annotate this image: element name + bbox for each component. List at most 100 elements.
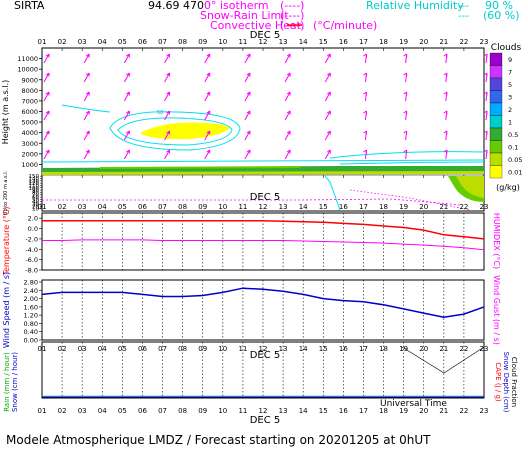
hour-label-09: 09	[198, 38, 207, 46]
wind-arrow-shaft	[83, 149, 90, 160]
wind-arrow-shaft	[83, 72, 90, 83]
hour-label-12: 12	[259, 38, 268, 46]
hour-label-19: 19	[399, 407, 408, 415]
clouds-y-ticks: 1000 2000 3000 4000 5000 6000 7000 8000 9000 1000…	[17, 55, 42, 169]
low-cloud-band	[42, 166, 484, 175]
wind-arrow-shaft	[43, 149, 50, 160]
hour-label-06: 06	[138, 407, 147, 415]
clouds-x-ticks	[41, 48, 485, 178]
hour-label-13: 13	[279, 407, 288, 415]
wind-arrow-head	[286, 149, 291, 154]
wind-arrow-shaft	[204, 130, 211, 141]
rh-contour-low3	[339, 161, 485, 165]
wind-arrow	[83, 91, 90, 102]
isotherm-legend-mark: (----)	[280, 0, 304, 12]
snow-rain-line	[349, 189, 471, 211]
hour-label-03: 03	[78, 407, 87, 415]
wind-arrow-head	[483, 110, 488, 115]
wind-arrow-shaft	[284, 110, 291, 121]
wind-arrow-shaft	[204, 72, 211, 83]
hour-label-01: 01	[38, 38, 47, 46]
wind-arrow-head	[286, 72, 291, 77]
isotherm-label: 0° isotherm	[204, 0, 269, 12]
wind-arrow-shaft	[244, 110, 251, 121]
rh-contour-low1	[41, 159, 485, 163]
hour-label-04: 04	[98, 38, 107, 46]
colorbar-tick-9: 0.01	[508, 169, 522, 177]
low-tick-label-100: 100	[29, 186, 40, 192]
low-tick-label-20: 20	[32, 204, 39, 210]
wind-arrow	[244, 53, 251, 64]
wind-arrow-head	[403, 91, 408, 96]
wind-arrow-head	[206, 53, 211, 58]
wind-arrow-shaft	[123, 53, 130, 64]
wind-arrow	[483, 72, 488, 83]
wind-arrow-head	[166, 110, 171, 115]
wind-arrow-shaft	[244, 72, 251, 83]
hour-label-08: 08	[178, 407, 187, 415]
wind-arrow	[244, 110, 251, 121]
wind-arrow-shaft	[83, 91, 90, 102]
height-tick-label-3000: 3000	[21, 140, 38, 148]
temp-y-label: Temperature (°C)	[2, 206, 11, 276]
hour-label-20: 20	[419, 407, 428, 415]
wind-arrow-shaft	[123, 72, 130, 83]
colorbar-tick-3: 3	[508, 94, 512, 102]
wind-arrow-head	[126, 130, 130, 135]
colorbar-swatch-6	[489, 127, 503, 141]
wind-arrow-shaft	[123, 149, 130, 160]
height-tick-label-6000: 6000	[21, 108, 38, 116]
rh-60-marks: ---	[458, 11, 469, 22]
station-name: SIRTA	[14, 0, 45, 12]
hour-label-22: 22	[459, 203, 468, 211]
wind-arrow-head	[363, 130, 367, 135]
wind-arrow-head	[45, 53, 50, 58]
wind-arrow-head	[166, 130, 171, 135]
wind-arrow-head	[403, 130, 408, 135]
wind-arrow	[403, 110, 408, 121]
wind-arrow-shaft	[164, 149, 170, 160]
hour-label-04: 04	[98, 407, 107, 415]
wind-arrow-head	[443, 149, 448, 154]
rh-contour-lowdrop	[324, 175, 341, 211]
wind-arrow-head	[443, 91, 448, 96]
wind-arrow-head	[206, 110, 211, 115]
wind-tick-label-0.40: 0.40	[24, 328, 38, 336]
wind-arrow	[363, 72, 367, 83]
wind-arrow	[43, 91, 50, 102]
colorbar-tick-2: 5	[508, 81, 512, 89]
wind-y-ticks: 2.802.402.001.601.200.800.400.00	[24, 279, 42, 345]
temp-tick-label-0.0: 0.0	[28, 225, 38, 233]
hour-label-11: 11	[238, 38, 247, 46]
low-tick-label-30: 30	[32, 202, 39, 208]
wind-arrow-shaft	[83, 130, 90, 141]
hour-label-11: 11	[238, 203, 247, 211]
hour-label-05: 05	[118, 203, 127, 211]
snow-y-label: Snow (cm / hour)	[11, 352, 19, 412]
hour-label-05: 05	[118, 407, 127, 415]
wind-arrow-head	[206, 130, 211, 135]
wind-arrow-shaft	[164, 72, 170, 83]
wind-arrow-head	[126, 149, 130, 154]
wind-arrow-head	[166, 53, 171, 58]
colorbar-tick-4: 2	[508, 106, 512, 114]
wind-arrow-head	[443, 53, 448, 58]
wind-arrow-head	[286, 130, 291, 135]
wind-arrow-head	[85, 53, 90, 58]
wind-arrow-head	[326, 149, 331, 154]
wind-arrow-head	[483, 91, 488, 96]
hour-label-16: 16	[339, 203, 348, 211]
hour-label-10: 10	[218, 203, 227, 211]
wind-arrow-head	[403, 53, 408, 58]
wind-arrow-shaft	[83, 53, 90, 64]
wind-arrow-shaft	[324, 91, 331, 102]
cloud-fraction-y-label: Cloud Fraction	[510, 357, 518, 407]
wind-arrow-head	[246, 72, 251, 77]
gust-y-label: Wind Gust (m / s)	[492, 275, 501, 345]
low-cloud-band-lightgreen	[100, 166, 300, 169]
wind-tick-label-1.60: 1.60	[24, 303, 38, 311]
wind-tick-label-2.80: 2.80	[24, 279, 38, 287]
wind-arrow-head	[85, 130, 90, 135]
wind-arrow-head	[443, 130, 448, 135]
